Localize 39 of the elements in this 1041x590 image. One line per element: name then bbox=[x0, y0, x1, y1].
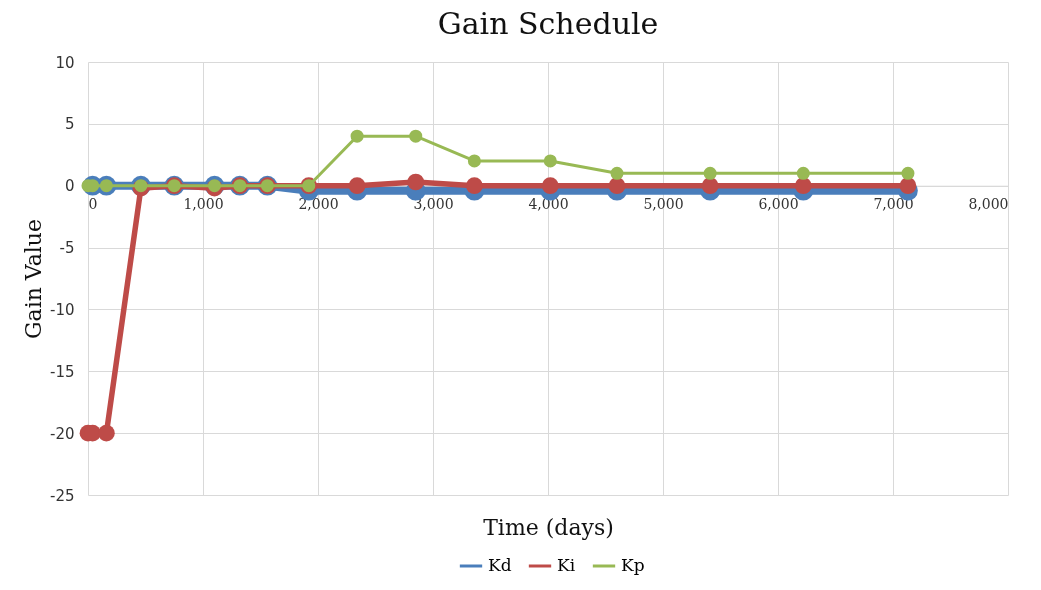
point bbox=[409, 129, 423, 143]
y-tick-label: -15 bbox=[50, 362, 75, 381]
point bbox=[796, 166, 810, 180]
point bbox=[466, 177, 483, 195]
chart-title: Gain Schedule bbox=[437, 6, 659, 41]
point bbox=[608, 177, 626, 195]
x-tick-label: 6,000 bbox=[758, 196, 799, 213]
legend-label: Kd bbox=[488, 555, 512, 575]
point bbox=[350, 129, 364, 143]
legend-label: Ki bbox=[557, 555, 576, 575]
point bbox=[348, 177, 366, 195]
point bbox=[543, 154, 557, 168]
y-tick-label: -25 bbox=[50, 486, 75, 505]
x-tick-label: 0 bbox=[88, 196, 98, 213]
point bbox=[794, 177, 812, 195]
y-tick-label: -5 bbox=[59, 239, 75, 258]
x-tick-label: 7,000 bbox=[873, 196, 914, 213]
point bbox=[899, 177, 917, 195]
y-tick-label: 5 bbox=[64, 115, 75, 134]
y-axis-title: Gain Value bbox=[21, 218, 46, 340]
y-tick-label: 10 bbox=[55, 53, 75, 72]
point bbox=[467, 154, 481, 168]
point bbox=[703, 166, 717, 180]
point bbox=[610, 166, 624, 180]
point bbox=[901, 166, 915, 180]
x-tick-label: 5,000 bbox=[643, 196, 684, 213]
x-tick-label: 1,000 bbox=[183, 196, 224, 213]
x-tick-label: 2,000 bbox=[298, 196, 339, 213]
x-tick-label: 8,000 bbox=[968, 196, 1009, 213]
point bbox=[701, 177, 719, 195]
legend-label: Kp bbox=[621, 555, 645, 575]
x-tick-label: 3,000 bbox=[413, 196, 454, 213]
point bbox=[98, 424, 115, 442]
point bbox=[541, 177, 559, 195]
y-tick-label: 0 bbox=[64, 177, 75, 196]
point bbox=[407, 173, 425, 191]
y-tick-label: -20 bbox=[50, 424, 75, 443]
x-axis-title: Time (days) bbox=[483, 514, 614, 540]
y-tick-label: -10 bbox=[50, 300, 75, 319]
